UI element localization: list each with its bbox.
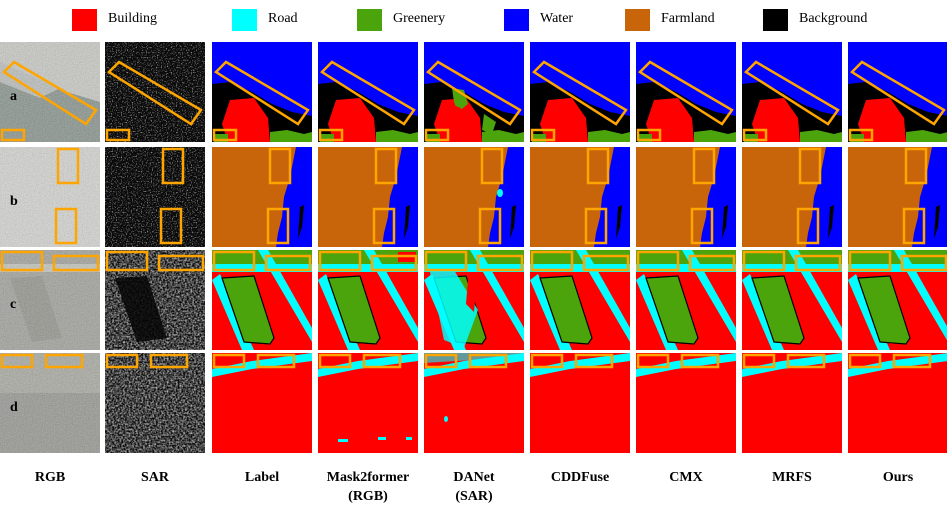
tile-row-c-col-2 <box>212 250 312 350</box>
legend-swatch <box>763 9 788 31</box>
row-label-b: b <box>10 194 18 209</box>
tile-row-d-col-1 <box>105 353 205 453</box>
legend-label: Greenery <box>393 11 446 26</box>
tile-row-d-col-5 <box>530 353 630 453</box>
column-label-ours: Ours <box>838 468 947 487</box>
tile-row-a-col-5 <box>530 42 630 142</box>
tile-row-b-col-2 <box>212 147 312 247</box>
tile-row-b-col-8 <box>848 147 947 247</box>
tile-row-c-col-6 <box>636 250 736 350</box>
column-label-line1: Ours <box>882 470 914 485</box>
legend-swatch <box>72 9 97 31</box>
column-label-mrfs: MRFS <box>732 468 852 487</box>
tile-row-b-col-1 <box>105 147 205 247</box>
legend-label: Road <box>268 11 298 26</box>
tile-row-d-col-8 <box>848 353 947 453</box>
column-label-line2: (SAR) <box>455 489 493 504</box>
tile-row-d-col-7 <box>742 353 842 453</box>
tile-row-a-col-2 <box>212 42 312 142</box>
column-label-danet: DANet (SAR) <box>414 468 534 506</box>
tile-row-a-col-6 <box>636 42 736 142</box>
tile-row-b-col-6 <box>636 147 736 247</box>
tile-row-b-col-0 <box>0 147 100 247</box>
tile-row-b-col-4 <box>424 147 524 247</box>
legend-swatch <box>625 9 650 31</box>
tile-row-a-col-1 <box>105 42 205 142</box>
tile-row-c-col-5 <box>530 250 630 350</box>
row-label-d: d <box>10 400 18 415</box>
column-label-label: Label <box>202 468 322 487</box>
tile-row-c-col-0 <box>0 250 100 350</box>
tile-row-c-col-1 <box>105 250 205 350</box>
tile-row-a-col-7 <box>742 42 842 142</box>
row-label-a: a <box>10 89 17 104</box>
column-label-cmx: CMX <box>626 468 746 487</box>
tile-row-b-col-7 <box>742 147 842 247</box>
tile-row-a-col-0 <box>0 42 100 142</box>
column-label-mask2former: Mask2former (RGB) <box>308 468 428 506</box>
tile-row-c-col-7 <box>742 250 842 350</box>
legend-swatch <box>232 9 257 31</box>
column-label-line1: SAR <box>140 470 169 485</box>
legend-label: Water <box>540 11 574 26</box>
tile-row-a-col-8 <box>848 42 947 142</box>
column-label-rgb: RGB <box>0 468 110 487</box>
legend-label: Building <box>108 11 158 26</box>
legend: Building Road Greenery Water Farmland Backgro… <box>0 0 947 42</box>
column-label-line1: CMX <box>669 470 703 485</box>
tile-row-d-col-4 <box>424 353 524 453</box>
legend-swatch <box>357 9 382 31</box>
tile-row-b-col-3 <box>318 147 418 247</box>
column-label-line1: Mask2former <box>326 470 410 485</box>
column-label-line1: DANet <box>453 470 495 485</box>
legend-label: Background <box>799 11 868 26</box>
column-label-line1: CDDFuse <box>550 470 610 485</box>
legend-swatch <box>504 9 529 31</box>
column-label-line2: (RGB) <box>348 489 388 504</box>
figure-grid: a b c d <box>0 42 947 453</box>
tile-row-a-col-3 <box>318 42 418 142</box>
legend-label: Farmland <box>661 11 715 26</box>
tile-row-c-col-3 <box>318 250 418 350</box>
tile-row-d-col-3 <box>318 353 418 453</box>
column-label-cddfuse: CDDFuse <box>520 468 640 487</box>
tile-row-c-col-4 <box>424 250 524 350</box>
column-label-line1: RGB <box>34 470 66 485</box>
tile-row-d-col-6 <box>636 353 736 453</box>
tile-row-d-col-0 <box>0 353 100 453</box>
row-label-c: c <box>10 297 16 312</box>
tile-row-b-col-5 <box>530 147 630 247</box>
tile-row-d-col-2 <box>212 353 312 453</box>
column-label-sar: SAR <box>95 468 215 487</box>
column-label-line1: Label <box>244 470 280 485</box>
tile-row-a-col-4 <box>424 42 524 142</box>
column-label-line1: MRFS <box>772 470 812 485</box>
tile-row-c-col-8 <box>848 250 947 350</box>
